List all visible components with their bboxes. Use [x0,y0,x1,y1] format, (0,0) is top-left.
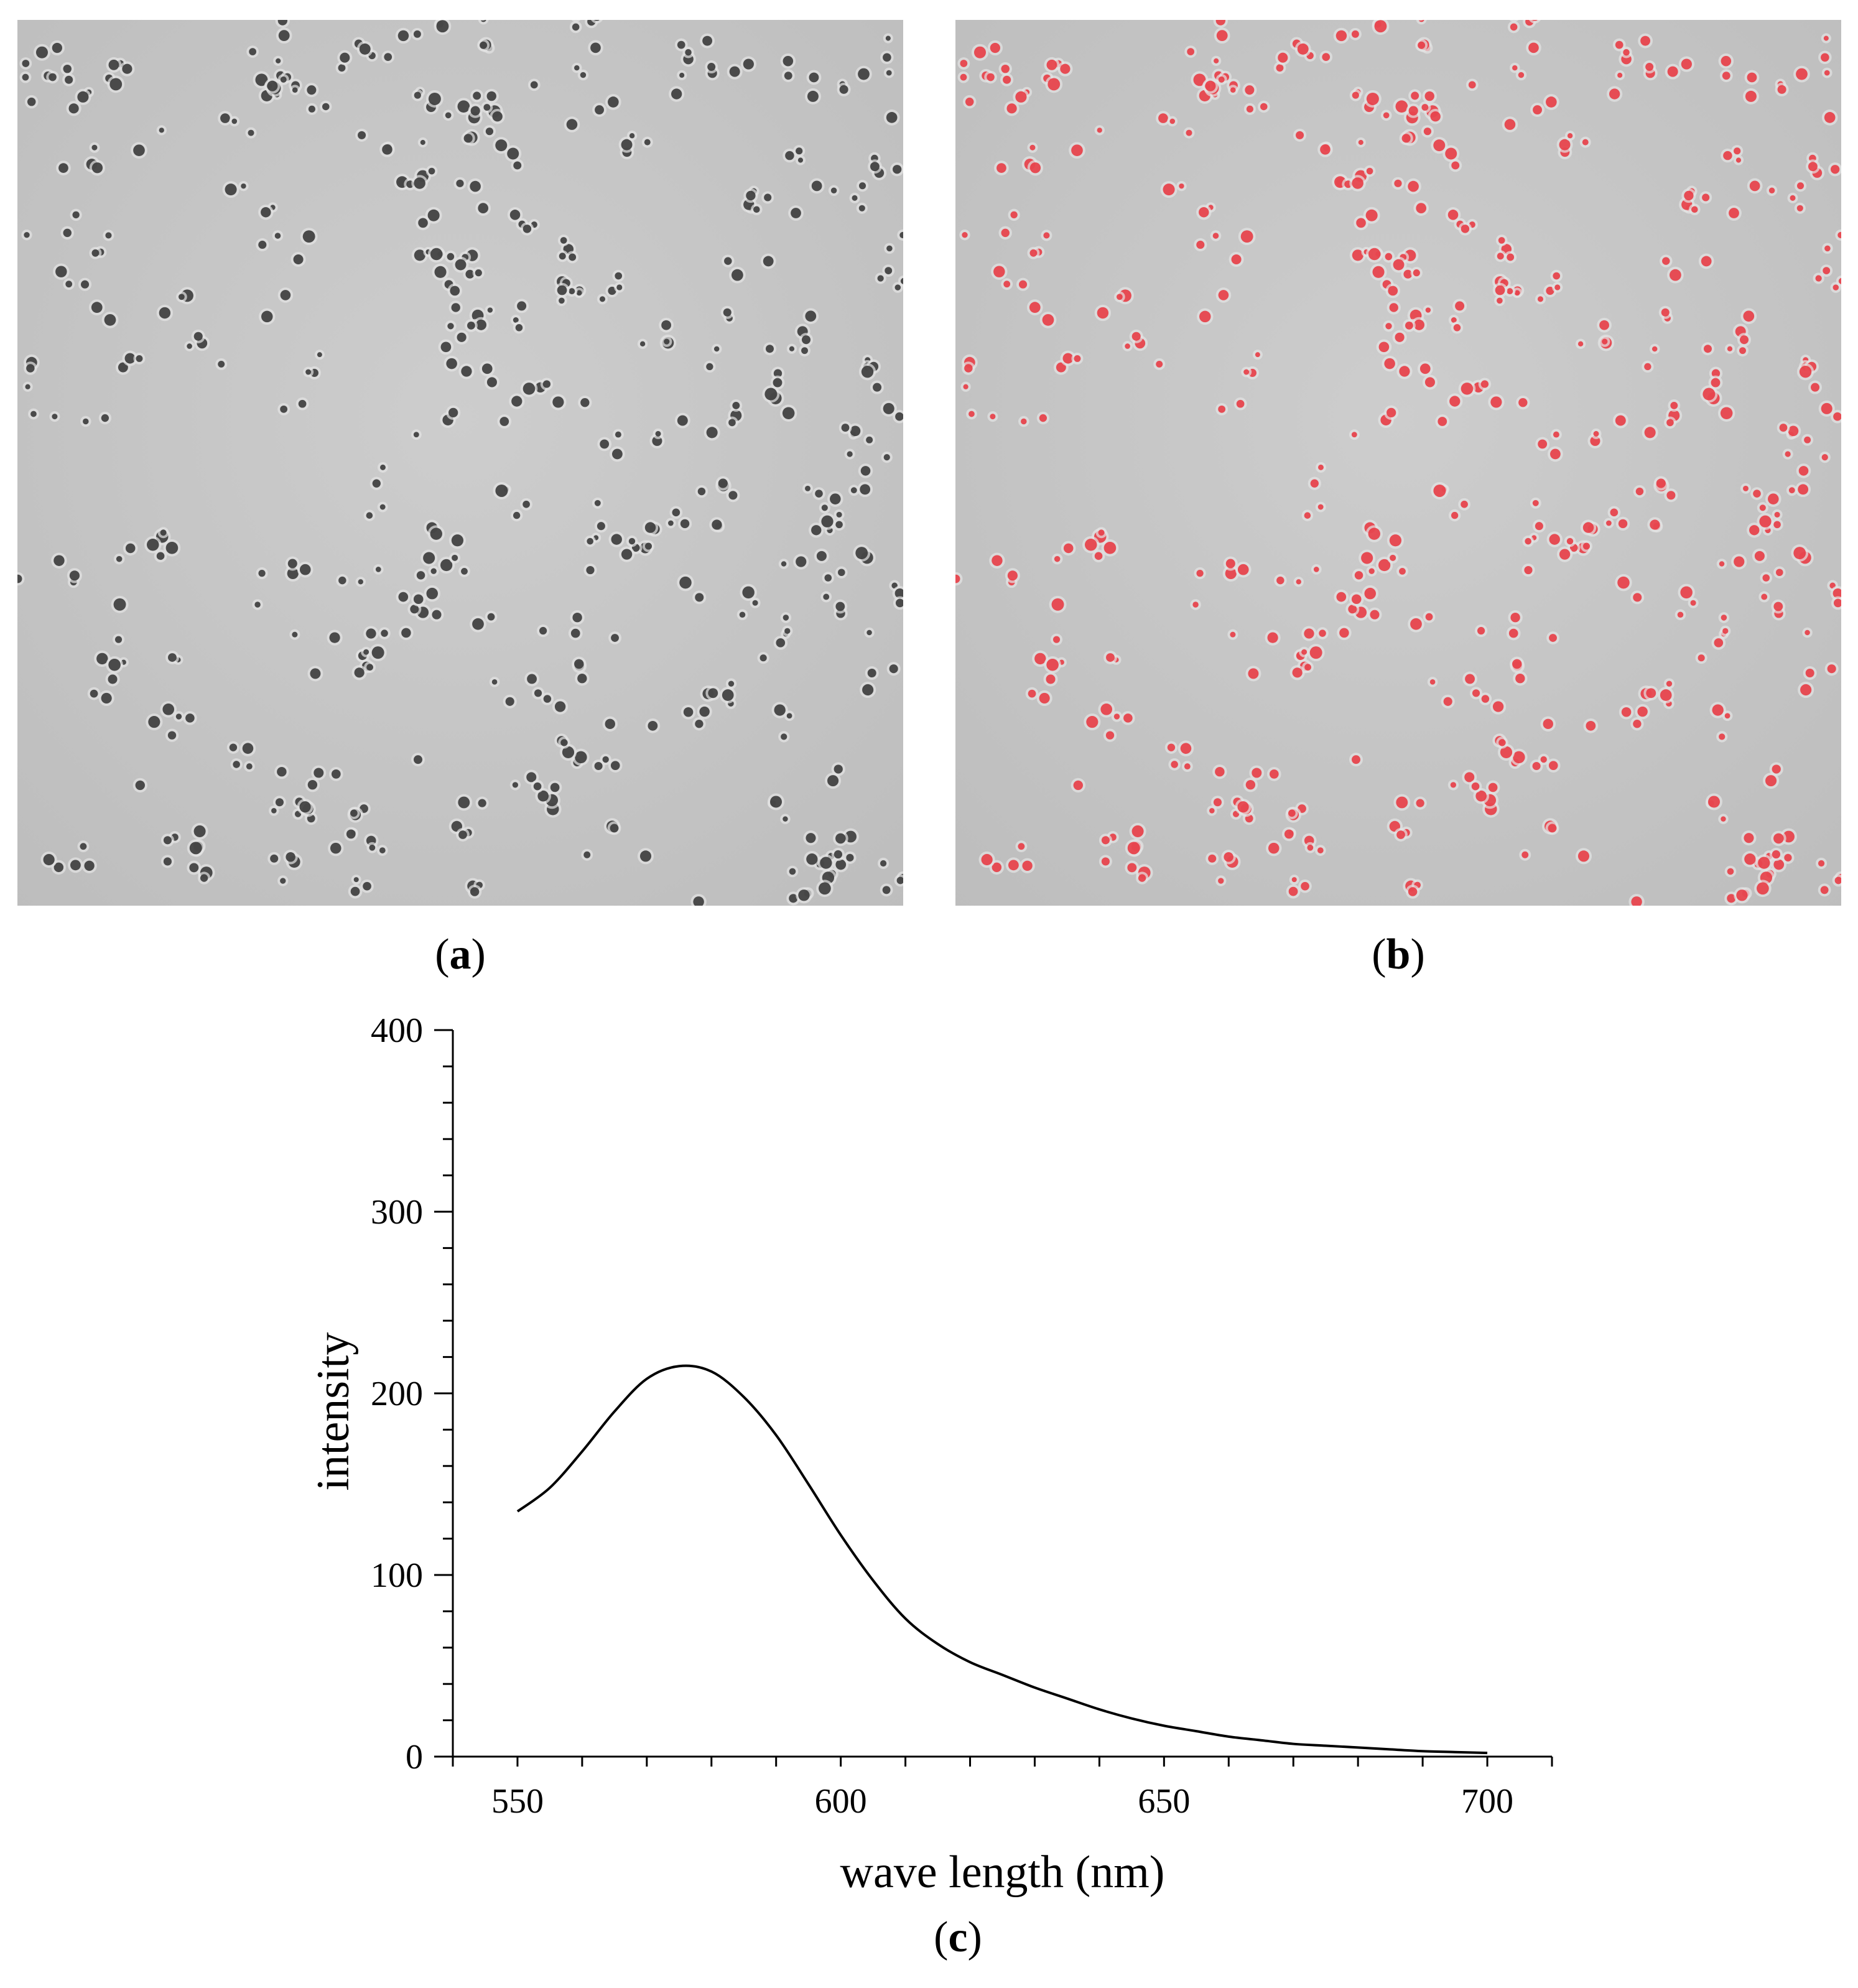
micrograph-brightfield [17,20,903,906]
panel-label-c: (c) [934,1913,982,1961]
y-tick-label: 300 [371,1193,423,1232]
emission-spectrum-chart: 550 600 650 700 0 100 200 300 400 wave length (n… [308,1011,1553,1898]
y-axis-title: intensity [308,1332,359,1491]
spectrum-line [516,1364,1488,1755]
chart-ticks: 550 600 650 700 0 100 200 300 400 [371,1011,1553,1821]
x-tick-label: 650 [1138,1782,1190,1821]
x-tick-label: 600 [815,1782,867,1821]
brightfield-image [17,20,903,906]
panel-label-b: (b) [1372,931,1425,978]
chart-axes [452,1030,1552,1758]
y-tick-label: 100 [371,1556,423,1595]
y-tick-label: 0 [406,1738,423,1777]
particle-cluster-group [17,20,903,906]
y-tick-label: 200 [371,1375,423,1413]
fluorescence-overlay-image [955,20,1841,906]
x-tick-label: 550 [491,1782,544,1821]
x-axis-title: wave length (nm) [840,1847,1165,1898]
y-tick-label: 400 [371,1011,423,1050]
x-tick-label: 700 [1461,1782,1513,1821]
micrograph-fluorescence-overlay [955,20,1841,906]
particle-cluster-group [955,20,1841,906]
panel-label-a: (a) [435,931,486,978]
